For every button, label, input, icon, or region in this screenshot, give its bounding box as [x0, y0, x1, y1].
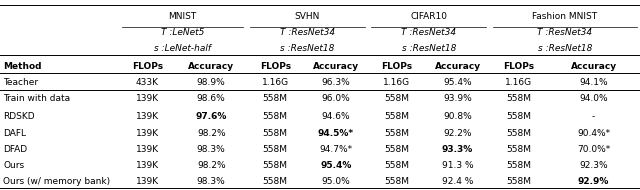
- Text: Τ :ResNet34: Τ :ResNet34: [401, 28, 456, 37]
- Text: ꜱ :ResNet18: ꜱ :ResNet18: [538, 44, 592, 53]
- Text: RDSKD: RDSKD: [3, 112, 35, 121]
- Text: 558M: 558M: [384, 94, 410, 103]
- Text: Accuracy: Accuracy: [313, 62, 359, 71]
- Text: 97.6%: 97.6%: [195, 112, 227, 121]
- Text: 558M: 558M: [506, 177, 531, 186]
- Text: 139K: 139K: [136, 177, 159, 186]
- Text: 558M: 558M: [262, 177, 288, 186]
- Text: Teacher: Teacher: [3, 78, 38, 87]
- Text: Τ :ResNet34: Τ :ResNet34: [280, 28, 335, 37]
- Text: 98.6%: 98.6%: [197, 94, 225, 103]
- Text: Train with data: Train with data: [3, 94, 70, 103]
- Text: 98.3%: 98.3%: [197, 145, 225, 154]
- Text: 95.4%: 95.4%: [320, 161, 352, 170]
- Text: 139K: 139K: [136, 161, 159, 170]
- Text: 433K: 433K: [136, 78, 159, 87]
- Text: Accuracy: Accuracy: [188, 62, 234, 71]
- Text: FLOPs: FLOPs: [260, 62, 291, 71]
- Text: 98.2%: 98.2%: [197, 128, 225, 138]
- Text: 90.4%*: 90.4%*: [577, 128, 610, 138]
- Text: 558M: 558M: [262, 94, 288, 103]
- Text: ꜱ :LeNet-half: ꜱ :LeNet-half: [154, 44, 211, 53]
- Text: DAFL: DAFL: [3, 128, 26, 138]
- Text: Fashion MNIST: Fashion MNIST: [532, 12, 597, 21]
- Text: 98.2%: 98.2%: [197, 161, 225, 170]
- Text: 98.9%: 98.9%: [197, 78, 225, 87]
- Text: 94.0%: 94.0%: [579, 94, 608, 103]
- Text: 91.3 %: 91.3 %: [442, 161, 474, 170]
- Text: CIFAR10: CIFAR10: [410, 12, 447, 21]
- Text: 558M: 558M: [506, 128, 531, 138]
- Text: ꜱ :ResNet18: ꜱ :ResNet18: [402, 44, 456, 53]
- Text: 94.1%: 94.1%: [579, 78, 608, 87]
- Text: 558M: 558M: [506, 94, 531, 103]
- Text: Τ :LeNet5: Τ :LeNet5: [161, 28, 204, 37]
- Text: 1.16G: 1.16G: [262, 78, 289, 87]
- Text: 70.0%*: 70.0%*: [577, 145, 610, 154]
- Text: 558M: 558M: [384, 128, 410, 138]
- Text: 90.8%: 90.8%: [444, 112, 472, 121]
- Text: 558M: 558M: [506, 145, 531, 154]
- Text: Ours (w/ memory bank): Ours (w/ memory bank): [3, 177, 110, 186]
- Text: 558M: 558M: [506, 112, 531, 121]
- Text: 1.16G: 1.16G: [383, 78, 410, 87]
- Text: 94.7%*: 94.7%*: [319, 145, 353, 154]
- Text: 95.0%: 95.0%: [322, 177, 350, 186]
- Text: 558M: 558M: [262, 161, 288, 170]
- Text: 92.3%: 92.3%: [579, 161, 608, 170]
- Text: 139K: 139K: [136, 94, 159, 103]
- Text: FLOPs: FLOPs: [132, 62, 163, 71]
- Text: 92.9%: 92.9%: [578, 177, 609, 186]
- Text: FLOPs: FLOPs: [381, 62, 412, 71]
- Text: 558M: 558M: [262, 112, 288, 121]
- Text: MNIST: MNIST: [168, 12, 196, 21]
- Text: FLOPs: FLOPs: [503, 62, 534, 71]
- Text: 95.4%: 95.4%: [444, 78, 472, 87]
- Text: 93.3%: 93.3%: [442, 145, 473, 154]
- Text: 558M: 558M: [384, 161, 410, 170]
- Text: Ours: Ours: [3, 161, 24, 170]
- Text: Accuracy: Accuracy: [570, 62, 617, 71]
- Text: DFAD: DFAD: [3, 145, 28, 154]
- Text: 558M: 558M: [384, 112, 410, 121]
- Text: 139K: 139K: [136, 128, 159, 138]
- Text: 94.6%: 94.6%: [322, 112, 350, 121]
- Text: 558M: 558M: [262, 128, 288, 138]
- Text: Method: Method: [3, 62, 42, 71]
- Text: Τ :ResNet34: Τ :ResNet34: [537, 28, 593, 37]
- Text: 92.4 %: 92.4 %: [442, 177, 474, 186]
- Text: 94.5%*: 94.5%*: [318, 128, 354, 138]
- Text: 96.3%: 96.3%: [322, 78, 350, 87]
- Text: 93.9%: 93.9%: [444, 94, 472, 103]
- Text: 558M: 558M: [384, 177, 410, 186]
- Text: 139K: 139K: [136, 145, 159, 154]
- Text: ꜱ :ResNet18: ꜱ :ResNet18: [280, 44, 334, 53]
- Text: 558M: 558M: [506, 161, 531, 170]
- Text: Accuracy: Accuracy: [435, 62, 481, 71]
- Text: 92.2%: 92.2%: [444, 128, 472, 138]
- Text: -: -: [592, 112, 595, 121]
- Text: 98.3%: 98.3%: [197, 177, 225, 186]
- Text: 139K: 139K: [136, 112, 159, 121]
- Text: 558M: 558M: [384, 145, 410, 154]
- Text: 558M: 558M: [262, 145, 288, 154]
- Text: SVHN: SVHN: [294, 12, 320, 21]
- Text: 1.16G: 1.16G: [505, 78, 532, 87]
- Text: 96.0%: 96.0%: [322, 94, 350, 103]
